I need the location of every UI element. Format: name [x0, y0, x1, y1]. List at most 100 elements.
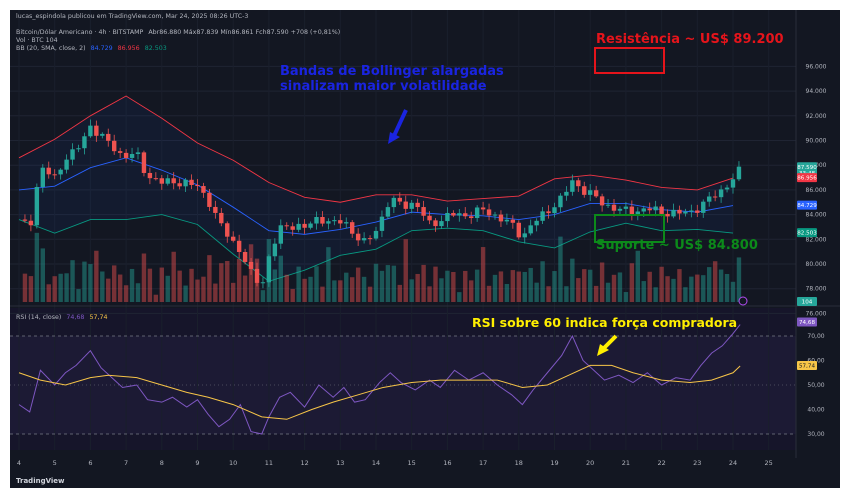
volume-bar	[558, 236, 563, 302]
price-tick-label: 90.000	[806, 138, 827, 145]
volume-bar	[64, 273, 69, 302]
volume-bar	[332, 280, 337, 302]
volume-bar	[266, 239, 272, 302]
resistance-box	[594, 47, 665, 74]
candle-body	[671, 209, 676, 217]
rsi-axis-marker	[797, 317, 817, 327]
candle-body	[593, 190, 599, 197]
candle-body	[611, 204, 617, 211]
candle-body	[320, 216, 325, 224]
candle-body	[183, 179, 188, 187]
volume-bar	[314, 266, 319, 302]
volume-bar	[106, 278, 111, 302]
rsi-axis-marker	[797, 361, 817, 371]
volume-bar	[302, 278, 307, 302]
bollinger-arrow-shaft	[391, 109, 408, 139]
candle-body	[46, 167, 51, 175]
rsi-ma-line	[18, 364, 741, 420]
volume-bar	[135, 283, 141, 302]
volume-bar	[117, 274, 123, 302]
time-tick-label: 13	[336, 459, 344, 467]
volume-bar	[284, 274, 289, 302]
time-tick-label: 18	[515, 459, 523, 467]
price-tick-label: 82.000	[806, 236, 827, 243]
chart-svg[interactable]: 96.00094.00092.00090.00088.00086.00084.0…	[10, 10, 840, 488]
price-tick-label: 96.000	[806, 63, 827, 70]
candle-body	[367, 238, 373, 240]
volume-bar	[712, 261, 718, 302]
candle-body	[403, 201, 408, 209]
volume-bar	[201, 276, 206, 302]
volume-bar	[701, 275, 706, 302]
price-tick-label: 80.000	[806, 261, 827, 268]
volume-bar	[355, 267, 361, 302]
price-axis-marker	[797, 200, 817, 210]
candle-body	[391, 197, 397, 208]
support-box	[594, 214, 665, 243]
volume-bar	[534, 282, 539, 302]
candle-body	[683, 211, 688, 214]
candle-body	[64, 159, 69, 170]
volume-bar	[46, 284, 51, 302]
volume-bar	[254, 258, 260, 302]
volume-bar	[695, 274, 700, 302]
candle-body	[718, 189, 724, 198]
candle-body	[189, 179, 194, 185]
candle-body	[34, 187, 40, 226]
volume-bar	[415, 273, 420, 302]
volume-bar	[730, 281, 736, 302]
candle-body	[397, 197, 402, 202]
candle-body	[58, 169, 63, 175]
volume-bar	[344, 272, 349, 302]
price-tick-label: 84.000	[806, 212, 827, 219]
price-axis-marker	[797, 228, 817, 238]
volume-bar	[593, 285, 599, 302]
volume-bar	[421, 264, 426, 302]
candle-body	[451, 212, 456, 216]
candle-body	[528, 225, 533, 234]
volume-bar	[272, 269, 278, 302]
candle-body	[40, 167, 45, 188]
volume-bar	[34, 232, 40, 302]
volume-bar	[665, 276, 670, 302]
support-annotation: Suporte ~ US$ 84.800	[596, 238, 758, 253]
candle-body	[510, 219, 516, 223]
candle-body	[171, 178, 176, 184]
time-tick-label: 12	[300, 459, 308, 467]
volume-bar	[433, 266, 438, 302]
candle-body	[100, 133, 105, 136]
volume-bar	[260, 290, 266, 302]
candle-body	[724, 187, 730, 190]
rsi-name: RSI (14, close)	[16, 314, 62, 321]
publish-line: lucas_espindola publicou em TradingView.…	[16, 13, 249, 20]
volume-bar	[213, 283, 218, 302]
price-tick-label: 86.000	[806, 187, 827, 194]
rsi-line	[18, 324, 741, 435]
volume-bar	[599, 262, 605, 302]
candle-body	[129, 154, 135, 158]
volume-bar	[510, 270, 516, 302]
candle-body	[576, 180, 581, 187]
price-axis-marker-label: 82.503	[797, 231, 817, 237]
candle-body	[641, 208, 646, 212]
candle-body	[486, 209, 492, 216]
candle-body	[350, 222, 355, 234]
candle-body	[361, 238, 367, 241]
time-tick-label: 21	[622, 459, 630, 467]
candle-body	[558, 195, 563, 208]
candle-body	[647, 208, 652, 211]
volume-bar	[671, 278, 676, 302]
candle-body	[260, 282, 266, 284]
candle-body	[445, 212, 450, 222]
rsi-tick-label: 40,00	[807, 407, 824, 414]
time-tick-label: 15	[408, 459, 416, 467]
candle-body	[355, 233, 361, 241]
candle-body	[28, 220, 34, 226]
volume-bar	[403, 239, 408, 302]
candle-body	[52, 174, 57, 176]
candle-body	[516, 222, 521, 238]
volume-bar	[236, 258, 242, 302]
candle-body	[474, 207, 480, 219]
bb-legend: BB (20, SMA, close, 2) 84.729 86.956 82.…	[16, 45, 170, 53]
candle-body	[82, 136, 87, 149]
